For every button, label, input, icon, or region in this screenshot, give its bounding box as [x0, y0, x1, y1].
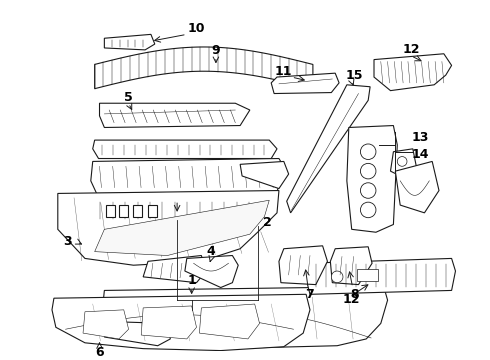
Polygon shape — [347, 126, 397, 232]
Polygon shape — [395, 161, 439, 213]
Text: 4: 4 — [207, 245, 216, 258]
Polygon shape — [306, 258, 456, 294]
Text: 3: 3 — [63, 235, 72, 248]
Polygon shape — [271, 73, 339, 94]
Polygon shape — [279, 246, 327, 285]
Circle shape — [397, 157, 407, 166]
Polygon shape — [119, 205, 127, 217]
Text: 12: 12 — [343, 293, 361, 306]
Text: 9: 9 — [212, 44, 220, 57]
Text: 2: 2 — [263, 216, 271, 229]
Text: 6: 6 — [95, 346, 104, 359]
Polygon shape — [141, 306, 196, 339]
Polygon shape — [52, 294, 310, 351]
Text: 10: 10 — [188, 22, 205, 35]
Polygon shape — [287, 85, 370, 213]
Polygon shape — [91, 158, 285, 193]
Text: 5: 5 — [124, 91, 133, 104]
Text: 14: 14 — [412, 148, 429, 161]
Polygon shape — [83, 310, 128, 339]
Polygon shape — [374, 54, 452, 91]
Polygon shape — [102, 287, 388, 348]
Circle shape — [331, 271, 343, 283]
Text: 15: 15 — [346, 69, 364, 82]
Polygon shape — [133, 205, 142, 217]
Text: 1: 1 — [187, 274, 196, 287]
Polygon shape — [95, 47, 313, 89]
Polygon shape — [391, 149, 416, 181]
Text: 12: 12 — [402, 44, 419, 57]
Circle shape — [361, 202, 376, 218]
Polygon shape — [143, 256, 206, 283]
Circle shape — [361, 144, 376, 159]
Polygon shape — [240, 161, 289, 189]
Text: 13: 13 — [412, 131, 429, 144]
Polygon shape — [104, 321, 171, 346]
Circle shape — [361, 163, 376, 179]
Polygon shape — [148, 205, 157, 217]
Polygon shape — [330, 247, 372, 285]
Polygon shape — [93, 140, 277, 158]
Polygon shape — [92, 195, 274, 225]
Text: 8: 8 — [350, 288, 359, 301]
Polygon shape — [185, 256, 238, 288]
Polygon shape — [99, 103, 250, 127]
Circle shape — [361, 183, 376, 198]
Bar — [357, 269, 378, 281]
Polygon shape — [199, 304, 260, 339]
Polygon shape — [58, 190, 279, 265]
Polygon shape — [106, 205, 115, 217]
Text: 11: 11 — [275, 65, 293, 78]
Text: 7: 7 — [306, 288, 315, 301]
Polygon shape — [95, 200, 269, 256]
Polygon shape — [104, 34, 155, 50]
